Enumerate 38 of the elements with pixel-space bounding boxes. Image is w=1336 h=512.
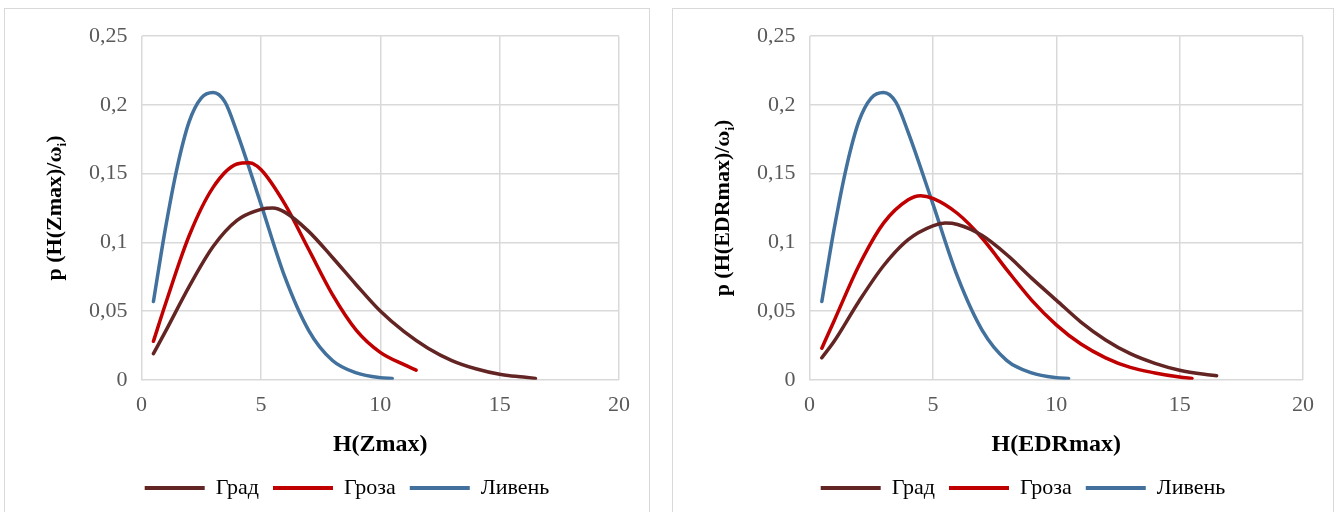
line-series [151, 160, 418, 372]
y-tick-label: 0,1 [100, 228, 128, 254]
legend-label: Гроза [1019, 473, 1073, 499]
line-series [151, 90, 394, 380]
x-tick-label: 20 [608, 390, 630, 416]
y-tick-label: 0,25 [89, 21, 128, 47]
y-tick-label: 0,1 [768, 228, 796, 254]
line-series [820, 193, 1194, 380]
x-axis-title: H(Zmax) [332, 429, 428, 456]
y-axis-title: p (H(Zmax)/ωi) [41, 135, 69, 281]
legend-label: Град [215, 473, 259, 499]
y-tick-label: 0,2 [768, 90, 796, 116]
x-tick-label: 0 [136, 390, 147, 416]
line-series [820, 221, 1219, 378]
y-axis-title: p (H(EDRmax)/ωi) [709, 119, 737, 297]
x-tick-label: 20 [1292, 390, 1314, 416]
y-tick-label: 0,15 [89, 159, 128, 185]
line-series [151, 206, 538, 380]
x-tick-label: 5 [927, 390, 939, 416]
x-tick-label: 10 [1045, 390, 1068, 416]
line-series [820, 90, 1071, 380]
legend-label: Град [891, 473, 935, 499]
y-tick-label: 0,2 [100, 90, 128, 116]
legend-label: Гроза [343, 473, 397, 499]
legend-label: Ливень [480, 473, 550, 499]
y-tick-label: 0 [784, 365, 796, 391]
x-tick-label: 15 [1168, 390, 1191, 416]
x-tick-label: 5 [255, 390, 267, 416]
y-tick-label: 0,25 [757, 21, 796, 47]
y-tick-label: 0,05 [89, 296, 128, 322]
x-tick-label: 10 [369, 390, 392, 416]
x-tick-label: 15 [488, 390, 511, 416]
y-tick-label: 0,05 [757, 296, 796, 322]
legend-label: Ливень [1156, 473, 1226, 499]
y-tick-label: 0,15 [757, 159, 796, 185]
x-axis-title: H(EDRmax) [991, 429, 1121, 456]
x-tick-label: 0 [804, 390, 815, 416]
y-tick-label: 0 [116, 365, 128, 391]
